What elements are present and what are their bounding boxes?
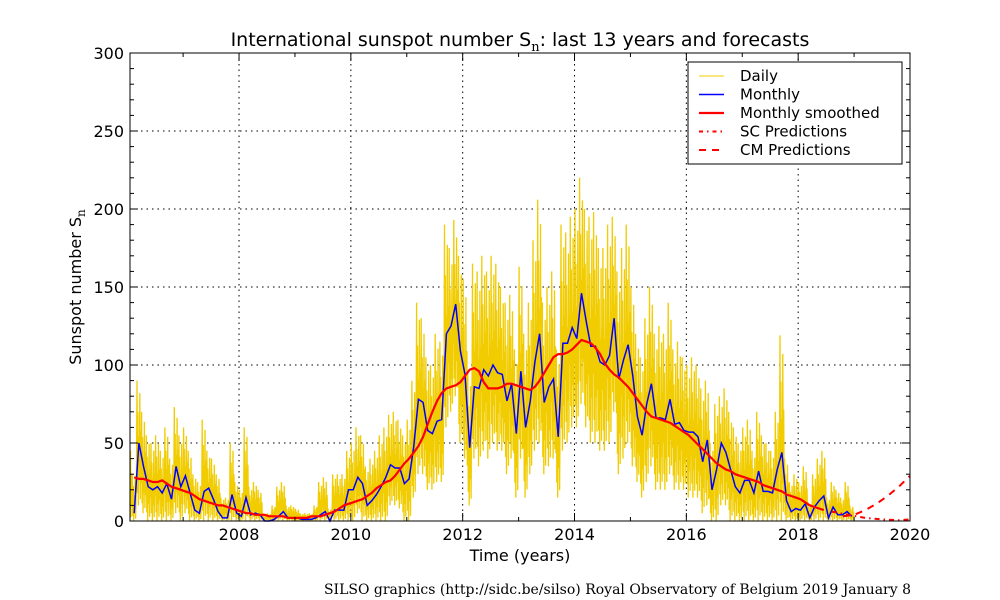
y-tick-label: 250: [93, 122, 124, 141]
x-tick-label: 2008: [219, 525, 260, 544]
daily-series: [129, 177, 855, 522]
x-tick-label: 2012: [442, 525, 483, 544]
smoothed-line: [133, 338, 825, 520]
legend-label: SC Predictions: [740, 123, 847, 141]
x-tick-label: 2016: [666, 525, 707, 544]
x-tick-label: 2018: [778, 525, 819, 544]
footer-credit: SILSO graphics (http://sidc.be/silso) Ro…: [324, 582, 911, 598]
x-tick-label: 2010: [331, 525, 372, 544]
x-tick-label: 2014: [554, 525, 595, 544]
legend-label: Monthly: [740, 86, 800, 104]
legend-label: Monthly smoothed: [740, 104, 880, 122]
legend-label: Daily: [740, 67, 778, 85]
y-tick-label: 300: [93, 44, 124, 63]
y-tick-label: 100: [93, 356, 124, 375]
x-tick-label: 2020: [890, 525, 931, 544]
chart-title: International sunspot number Sn: last 13…: [231, 29, 810, 55]
y-tick-label: 0: [114, 512, 124, 531]
y-tick-label: 200: [93, 200, 124, 219]
y-tick-label: 150: [93, 278, 124, 297]
x-axis-label: Time (years): [469, 546, 571, 565]
y-axis-label: Sunspot number Sn: [66, 209, 88, 365]
daily-line: [129, 177, 855, 522]
legend-label: CM Predictions: [740, 141, 851, 159]
y-tick-label: 50: [104, 434, 124, 453]
